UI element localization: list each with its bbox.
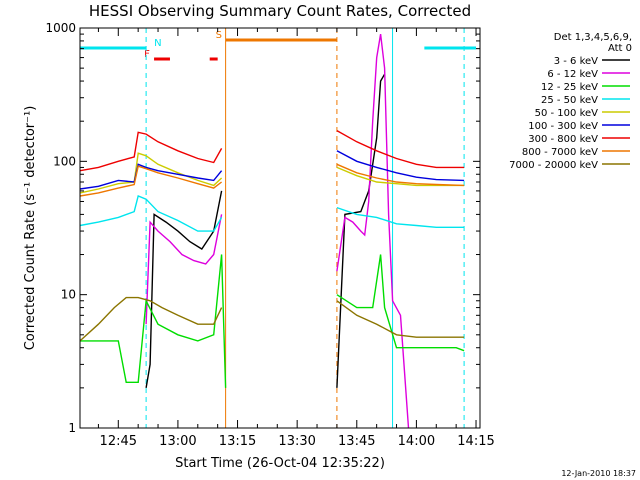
y-axis: 1 10 100 1000 [45,21,480,435]
series-line-5 [336,150,465,182]
x-tick-label: 13:00 [159,434,196,449]
series-line-3 [79,195,223,232]
x-tick-label: 14:00 [398,434,435,449]
x-axis: 12:45 13:00 13:15 13:30 13:45 14:00 14:15 [97,28,495,449]
legend-label: 100 - 300 keV [528,121,598,132]
y-tick-label: 10 [61,288,76,302]
series-line-8 [79,296,223,342]
series-line-1 [145,214,223,325]
legend-label: 6 - 12 keV [547,69,598,80]
series-line-6 [336,129,465,169]
x-tick-label: 13:30 [278,434,315,449]
plot-frame [79,27,481,429]
series-line-1 [336,33,410,429]
series-line-7 [336,163,465,187]
y-axis-label: Corrected Count Rate (s⁻¹ detector⁻¹) [23,106,38,351]
series-line-3 [336,206,465,229]
timestamp: 12-Jan-2010 18:37 [561,469,636,478]
series-line-2 [336,254,465,352]
legend-label: 12 - 25 keV [541,82,598,93]
legend-label: 25 - 50 keV [541,95,598,106]
x-tick-label: 12:45 [100,434,137,449]
x-tick-label: 13:15 [219,434,256,449]
legend-label: 50 - 100 keV [535,108,599,119]
legend-header: Det 1,3,4,5,6,9, [554,32,632,43]
flag-label-f: F [144,49,150,60]
series-line-8 [336,300,465,338]
series-line-6 [79,131,223,172]
legend-label: 7000 - 20000 keV [509,160,598,171]
legend-header: Att 0 [608,43,632,54]
flag-label-n: N [154,38,161,49]
chart-title: HESSI Observing Summary Count Rates, Cor… [89,2,471,20]
series-line-7 [79,165,223,197]
y-tick-label: 100 [53,154,76,168]
x-tick-label: 14:15 [457,434,494,449]
legend-label: 300 - 800 keV [528,134,598,145]
y-tick-label: 1 [68,421,76,435]
x-tick-label: 13:45 [338,434,375,449]
legend-label: 3 - 6 keV [554,56,598,67]
series-line-4 [336,166,465,187]
series-line-0 [145,190,223,389]
x-axis-label: Start Time (26-Oct-04 12:35:22) [175,456,385,471]
legend-label: 800 - 7000 keV [522,147,598,158]
y-tick-label: 1000 [45,21,76,35]
flag-label-s: S [216,30,222,41]
series-line-5 [79,163,223,190]
legend: Det 1,3,4,5,6,9,Att 0 3 - 6 keV 6 - 12 keV… [509,32,632,171]
plot-series [79,33,465,429]
series-line-4 [79,152,223,194]
flag-bars: NF S [80,30,477,61]
